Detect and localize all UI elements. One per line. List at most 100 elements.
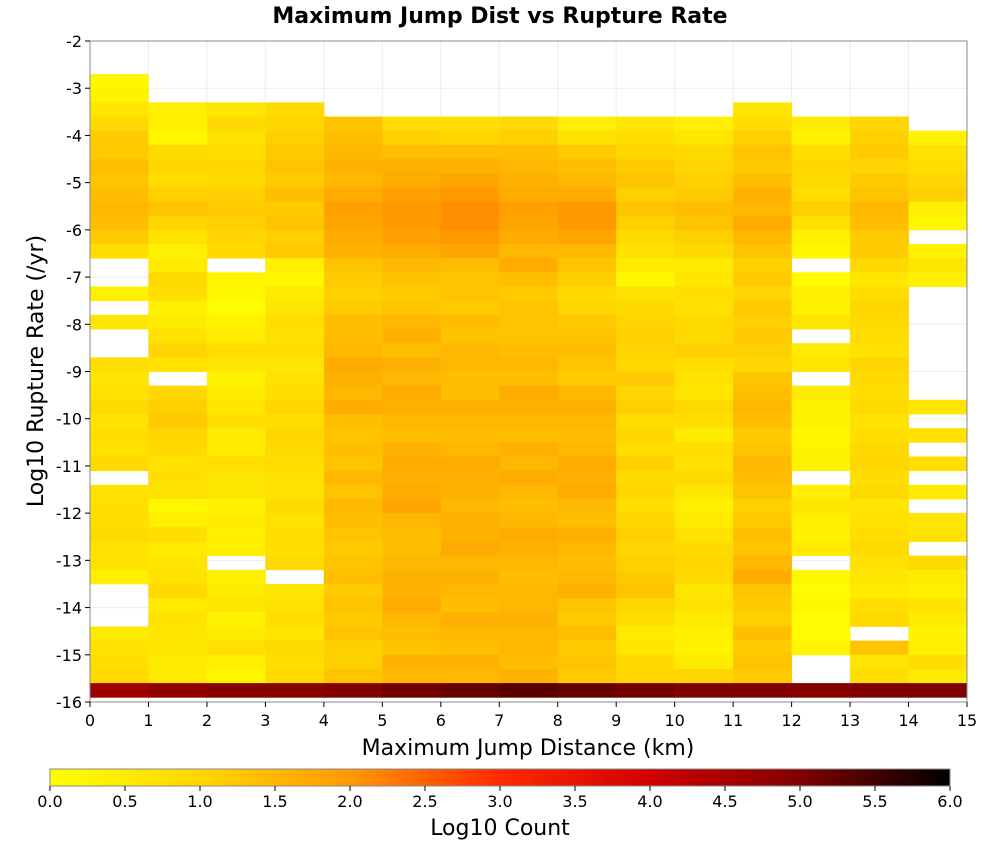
heatmap-cell [440,173,500,188]
heatmap-cell [206,371,266,387]
y-tick-label: -4 [66,126,82,145]
heatmap-cell [499,272,559,287]
heatmap-cell [148,527,208,542]
heatmap-cell [733,413,792,429]
heatmap-cell [674,385,734,401]
heatmap-cell [674,428,734,443]
heatmap-cell [440,640,500,656]
heatmap-cell [557,144,617,160]
heatmap-cell [323,456,383,472]
heatmap-cell [908,272,968,287]
heatmap-cell [382,201,442,217]
heatmap-cell [557,159,617,174]
heatmap-cell [440,116,500,132]
heatmap-cell [148,173,208,188]
heatmap-cell [206,456,266,472]
heatmap-cell [265,329,325,344]
heatmap-cell [557,484,617,500]
heatmap-cell [850,357,909,372]
heatmap-cell [733,116,792,132]
heatmap-cell [265,513,325,528]
heatmap-cell [148,357,208,372]
heatmap-cell [674,612,734,627]
heatmap-cell [206,569,266,585]
colorbar-tick-label: 0.0 [37,792,62,811]
heatmap-cell [557,654,617,670]
heatmap-cell [148,498,208,514]
heatmap-cell [90,102,149,117]
heatmap-cell [674,442,734,457]
heatmap-cell [908,484,968,500]
heatmap-cell [850,116,909,132]
heatmap-cell [265,343,325,358]
heatmap-cell [323,371,383,387]
heatmap-cell [148,258,208,273]
heatmap-cell [323,329,383,344]
heatmap-cell [557,215,617,231]
heatmap-cell [733,569,792,585]
heatmap-cell [382,626,442,642]
heatmap-cell [616,229,676,245]
heatmap-cell [674,343,734,358]
heatmap-cell [499,626,559,642]
heatmap-cell [323,130,383,146]
heatmap-cell [733,286,792,302]
heatmap-cell [733,102,792,117]
heatmap-cell [148,329,208,344]
heatmap-cell [265,428,325,443]
colorbar-tick-label: 4.5 [712,792,737,811]
heatmap-cell [674,244,734,259]
heatmap-cell [908,640,968,656]
heatmap-cell [850,527,909,542]
heatmap-cell [791,229,851,245]
heatmap-cell [323,484,383,500]
heatmap-cell [499,159,559,174]
heatmap-cell [323,569,383,585]
colorbar-tick-label: 5.5 [862,792,887,811]
heatmap-cell [382,442,442,457]
heatmap-cell [206,583,266,599]
heatmap-cell [791,272,851,287]
heatmap-cell [323,442,383,457]
heatmap-cell [791,244,851,259]
heatmap-cell [148,668,208,684]
colorbar-label: Log10 Count [430,816,570,841]
heatmap-cell [674,159,734,174]
heatmap-cell [265,668,325,684]
heatmap-cell [791,173,851,188]
colorbar-tick-label: 1.0 [187,792,212,811]
heatmap-cell [323,173,383,188]
heatmap-cell [733,159,792,174]
colorbar-tick-label: 1.5 [262,792,287,811]
colorbar-tick-label: 5.0 [787,792,812,811]
y-tick-label: -2 [66,32,82,51]
heatmap-cell [206,654,266,670]
heatmap-cell [557,583,617,599]
heatmap-cell [90,130,149,146]
heatmap-cell [90,399,149,415]
heatmap-cell [148,130,208,146]
heatmap-cell [791,399,851,415]
heatmap-cell [440,612,500,627]
heatmap-cell [382,229,442,245]
heatmap-cell [148,187,208,202]
heatmap-cell [733,144,792,160]
heatmap-cell [791,498,851,514]
heatmap-cell [557,626,617,642]
heatmap-cell [557,116,617,132]
heatmap-cell [733,683,792,698]
heatmap-cell [674,215,734,231]
heatmap-cell [323,498,383,514]
heatmap-cell [90,413,149,429]
heatmap-cell [674,173,734,188]
heatmap-cell [382,612,442,627]
heatmap-cell [850,329,909,344]
chart-title: Maximum Jump Dist vs Rupture Rate [272,4,727,29]
heatmap-cell [557,640,617,656]
heatmap-cell [206,300,266,316]
x-tick-label: 9 [611,711,621,730]
heatmap-cell [206,668,266,684]
heatmap-cell [206,314,266,330]
heatmap-cell [440,683,500,698]
